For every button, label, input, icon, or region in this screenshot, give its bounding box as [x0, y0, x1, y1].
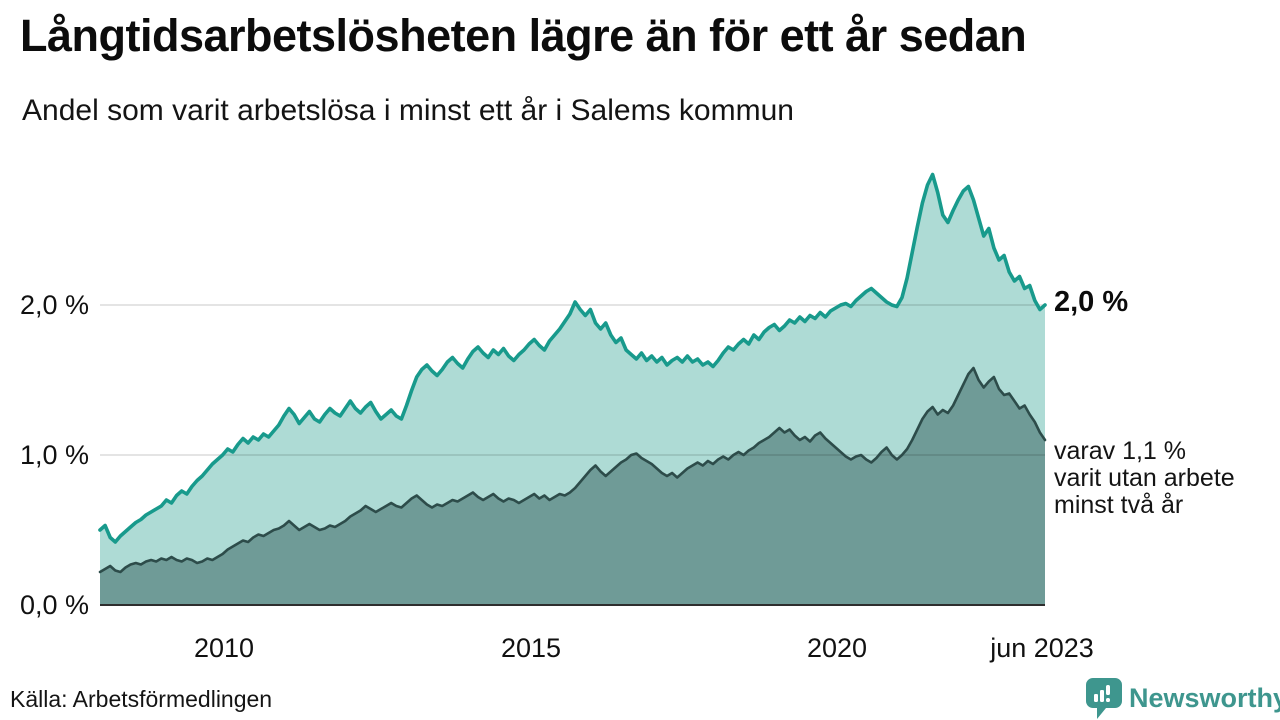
- line-total: [98, 172, 1047, 544]
- page-title: Långtidsarbetslösheten lägre än för ett …: [20, 10, 1027, 61]
- newsworthy-logo-icon: [1086, 678, 1122, 719]
- logo-exclamation-icon: [1106, 698, 1110, 702]
- logo-exclamation-icon: [1106, 685, 1110, 695]
- end-subset-line-2: varit utan arbete: [1054, 464, 1235, 492]
- x-axis-label-2010: 2010: [193, 633, 255, 663]
- y-axis-label-2: 2,0 %: [20, 290, 90, 320]
- area-subset: [100, 368, 1045, 605]
- x-axis-label-jun-2023: jun 2023: [990, 633, 1094, 663]
- y-axis-label-0: 0,0 %: [20, 590, 90, 620]
- x-axis-label-2020: 2020: [806, 633, 868, 663]
- logo-bar-icon: [1094, 694, 1098, 702]
- end-value-total-label: 2,0 %: [1054, 286, 1129, 318]
- newsworthy-logo-text: Newsworthy: [1129, 683, 1280, 713]
- end-subset-line-1: varav 1,1 %: [1054, 437, 1187, 465]
- y-axis-label-1: 1,0 %: [20, 440, 90, 470]
- line-subset: [98, 366, 1047, 574]
- x-axis-label-2015: 2015: [500, 633, 562, 663]
- source-attribution: Källa: Arbetsförmedlingen: [10, 686, 273, 712]
- newsworthy-logo: [1086, 678, 1122, 720]
- end-value-subset-label: varav 1,1 % varit utan arbete minst två …: [1054, 438, 1235, 519]
- logo-bar-icon: [1100, 690, 1104, 702]
- page-subtitle: Andel som varit arbetslösa i minst ett å…: [22, 94, 794, 127]
- end-subset-line-3: minst två år: [1054, 491, 1184, 519]
